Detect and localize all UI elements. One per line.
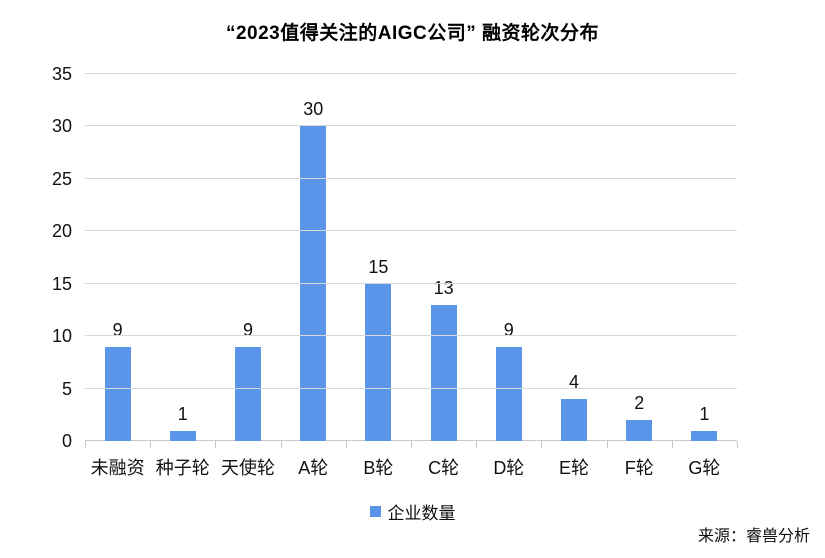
bar	[235, 346, 261, 441]
y-tick-label: 15	[51, 273, 72, 294]
bars-row: 9 未融资 1 种子轮 9 天使轮 30 A轮 15 B轮 13 C轮 9 D轮 4 E轮 2 F轮 1 G轮	[85, 74, 737, 478]
x-axis-tick	[671, 441, 673, 448]
bar-value-label: 1	[699, 403, 710, 424]
x-axis-tick	[476, 441, 478, 448]
bar-cell: 30 A轮	[281, 74, 346, 478]
gridline	[85, 335, 737, 337]
bar-cell: 1 种子轮	[150, 74, 215, 478]
x-axis-line	[85, 440, 737, 441]
y-tick-label: 0	[61, 431, 72, 451]
x-axis-label: 未融资	[90, 458, 145, 478]
gridline	[85, 125, 737, 127]
bar-value-label: 15	[368, 256, 389, 277]
x-axis-label: G轮	[688, 458, 721, 478]
x-axis-label: 天使轮	[221, 458, 275, 478]
x-axis-label: C轮	[428, 458, 460, 478]
bar-cell: 13 C轮	[411, 74, 476, 478]
x-axis-tick	[541, 441, 543, 448]
gridline	[85, 177, 737, 179]
bar-value-label: 1	[177, 403, 188, 424]
bar-cell: 4 E轮	[541, 74, 606, 478]
bar	[104, 346, 131, 441]
x-axis-tick	[150, 441, 152, 448]
y-tick-label: 20	[51, 221, 72, 242]
gridline	[85, 230, 737, 232]
y-tick-label: 35	[51, 64, 72, 84]
bar-cell: 9 未融资	[85, 74, 150, 478]
x-axis-tick	[345, 441, 347, 448]
x-axis-tick	[606, 441, 608, 448]
bar-value-label: 9	[242, 319, 254, 340]
x-axis-label: D轮	[493, 458, 525, 478]
x-axis-label: B轮	[363, 458, 394, 478]
bar-value-label: 13	[433, 277, 454, 298]
x-axis-tick	[85, 441, 86, 448]
y-tick-label: 10	[51, 326, 72, 347]
x-axis-label: A轮	[298, 458, 329, 478]
bar	[561, 399, 588, 441]
bar-cell: 9 D轮	[476, 74, 541, 478]
plot-area: 9 未融资 1 种子轮 9 天使轮 30 A轮 15 B轮 13 C轮 9 D轮 4 E轮 2 F轮 1 G轮	[85, 73, 738, 478]
bar	[495, 346, 522, 441]
bar-value-label: 9	[503, 319, 514, 340]
y-tick-label: 25	[51, 168, 72, 189]
chart-title: “2023值得关注的AIGC公司” 融资轮次分布	[225, 23, 600, 44]
x-axis-tick	[280, 441, 282, 448]
bar-value-label: 9	[112, 319, 123, 340]
y-tick-label: 30	[51, 116, 72, 137]
bar-cell: 1 G轮	[672, 74, 737, 478]
gridline	[85, 387, 737, 389]
bar-value-label: 4	[569, 372, 580, 393]
y-axis-labels: 0 5 10 15 20 25 30 35	[0, 65, 72, 450]
bar-cell: 2 F轮	[607, 74, 672, 478]
source-note: 来源：睿兽分析	[697, 528, 810, 545]
bar-value-label: 30	[303, 99, 324, 120]
legend-label: 企业数量	[387, 504, 456, 523]
x-axis-tick	[215, 441, 217, 448]
bar	[169, 430, 196, 441]
x-axis-tick	[737, 441, 738, 448]
bar-value-label: 2	[634, 393, 645, 414]
x-axis-label: E轮	[559, 458, 590, 478]
x-axis-label: F轮	[624, 458, 654, 478]
bar	[430, 304, 457, 441]
bar	[300, 126, 327, 441]
x-axis-label: 种子轮	[155, 458, 210, 478]
bar-cell: 9 天使轮	[215, 74, 280, 478]
bar	[365, 283, 392, 441]
bar-cell: 15 B轮	[346, 74, 411, 478]
legend-swatch-icon	[369, 506, 381, 517]
bar	[626, 420, 653, 441]
bar	[691, 430, 718, 441]
gridline	[85, 282, 737, 284]
legend: 企业数量	[0, 499, 825, 524]
x-axis-tick	[411, 441, 412, 448]
y-tick-label: 5	[61, 378, 72, 399]
gridline	[85, 73, 737, 74]
